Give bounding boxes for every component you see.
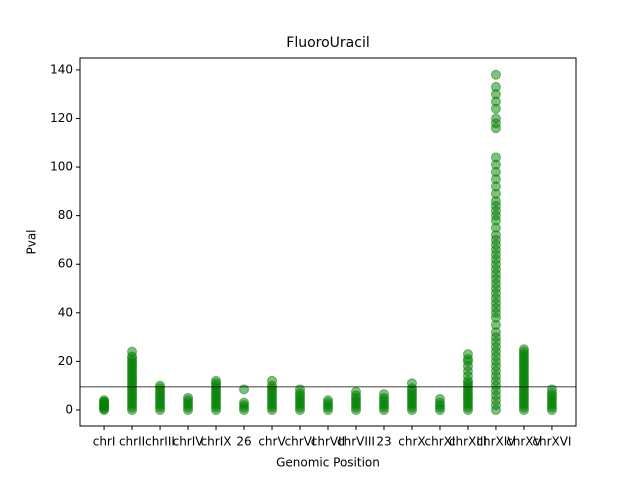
x-tick-label: chrIII <box>145 435 175 449</box>
point <box>462 349 473 360</box>
x-tick-label: chrI <box>93 435 116 449</box>
chart-title: FluoroUracil <box>286 35 369 51</box>
x-tick-label: chrVIII <box>337 435 375 449</box>
x-tick-label: chrXV <box>506 435 542 449</box>
y-tick-label: 0 <box>65 402 73 416</box>
y-tick-label: 60 <box>58 257 73 271</box>
point <box>546 384 557 395</box>
plot-frame <box>79 57 577 427</box>
point <box>490 113 501 124</box>
point <box>406 378 417 389</box>
point <box>211 375 222 386</box>
point <box>239 384 250 395</box>
point <box>490 152 501 163</box>
point <box>239 397 250 408</box>
x-tick-label: 26 <box>236 435 251 449</box>
x-axis-label: Genomic Position <box>276 456 380 470</box>
x-tick-label: chrVII <box>311 435 345 449</box>
point <box>267 375 278 386</box>
point <box>127 346 138 357</box>
point <box>434 394 445 405</box>
point <box>155 380 166 391</box>
x-tick-label: chrX <box>398 435 425 449</box>
y-tick-label: 140 <box>50 62 73 76</box>
y-tick-label: 80 <box>58 208 73 222</box>
point <box>378 389 389 400</box>
point <box>323 395 333 406</box>
x-tick-label: chrXIV <box>476 435 516 449</box>
x-tick-label: 23 <box>376 435 391 449</box>
y-tick-label: 20 <box>58 354 73 368</box>
point <box>99 395 110 406</box>
x-tick-label: chrXIII <box>449 435 487 449</box>
point <box>490 81 501 92</box>
y-tick-label: 40 <box>58 305 73 319</box>
y-tick-label: 120 <box>50 111 73 125</box>
x-tick-label: chrXI <box>425 435 456 449</box>
x-tick-label: chrII <box>119 435 145 449</box>
x-tick-label: chrXVI <box>532 435 571 449</box>
point <box>295 384 306 395</box>
point <box>518 344 529 355</box>
x-tick-label: chrIX <box>201 435 232 449</box>
point <box>350 386 361 397</box>
y-tick-label: 100 <box>50 160 73 174</box>
point <box>490 69 501 80</box>
point <box>183 392 194 403</box>
x-tick-label: chrV <box>258 435 286 449</box>
y-axis-label: Pval <box>25 229 39 254</box>
x-tick-label: chrVI <box>285 435 316 449</box>
x-tick-label: chrIV <box>173 435 205 449</box>
